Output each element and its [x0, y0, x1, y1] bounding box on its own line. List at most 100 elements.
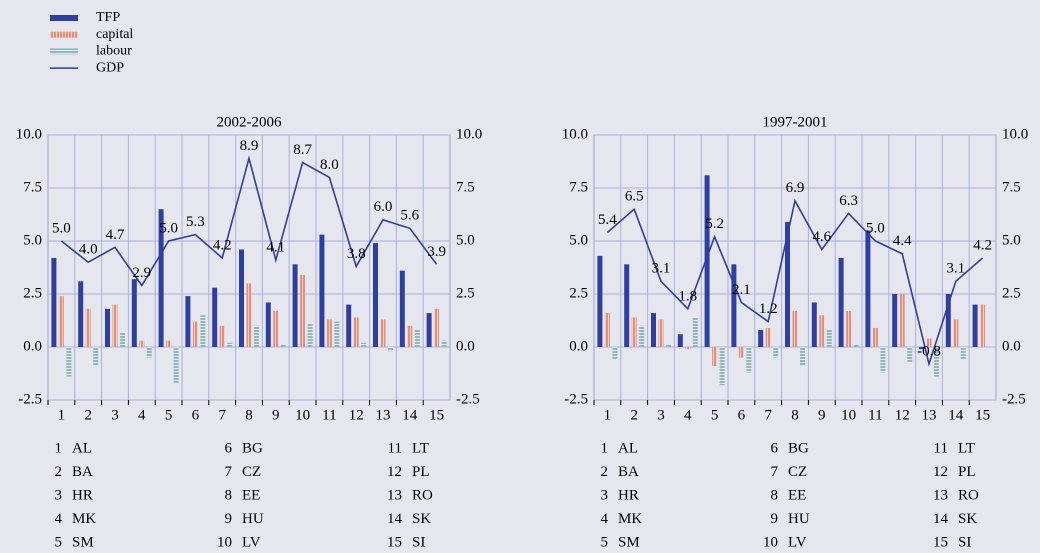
value-label: 8.7 — [293, 142, 312, 158]
x-tick-label: 4 — [684, 407, 692, 423]
bar — [346, 304, 352, 347]
x-tick-label: 14 — [948, 407, 964, 423]
bar — [307, 323, 313, 347]
bar — [192, 321, 198, 347]
bar — [892, 294, 898, 347]
key-number: 4 — [601, 511, 609, 527]
bar — [773, 347, 779, 358]
y2-tick-label: 10.0 — [456, 126, 482, 142]
x-tick-label: 7 — [218, 407, 226, 423]
value-label: 4.0 — [79, 242, 98, 258]
bar — [919, 347, 924, 350]
x-tick-label: 3 — [111, 407, 119, 423]
bar — [719, 347, 725, 386]
value-label: 4.2 — [213, 237, 232, 253]
bar — [239, 249, 244, 347]
key-country: EE — [242, 487, 260, 503]
key-number: 7 — [225, 464, 233, 480]
bar — [131, 279, 137, 347]
bar — [624, 264, 630, 347]
key-country: CZ — [242, 464, 261, 480]
key-number: 13 — [387, 487, 402, 503]
x-tick-label: 10 — [841, 407, 856, 423]
key-number: 12 — [933, 464, 948, 480]
key-number: 2 — [601, 464, 609, 480]
bar — [319, 234, 325, 347]
key-number: 8 — [771, 487, 779, 503]
bar — [173, 347, 179, 384]
bar — [597, 255, 603, 347]
value-label: 4.4 — [893, 233, 912, 249]
bar — [738, 347, 744, 358]
key-country: LV — [242, 534, 261, 550]
y-tick-label: 10.0 — [16, 126, 42, 142]
bar — [746, 347, 752, 373]
value-label: 3.8 — [347, 246, 366, 262]
x-tick-label: 12 — [895, 407, 910, 423]
key-number: 9 — [771, 511, 779, 527]
x-tick-label: 11 — [868, 407, 882, 423]
bar — [166, 340, 172, 347]
bar — [765, 327, 771, 347]
bar — [212, 287, 218, 347]
bar — [934, 347, 939, 377]
value-label: 3.9 — [427, 244, 446, 260]
bar — [51, 257, 57, 347]
key-country: BA — [618, 464, 639, 480]
key-number: 2 — [55, 464, 63, 480]
bar — [907, 347, 913, 362]
x-tick-label: 3 — [657, 407, 665, 423]
value-label: 4.6 — [812, 229, 831, 245]
bar — [953, 319, 959, 347]
value-label: 5.6 — [400, 208, 419, 224]
key-number: 6 — [225, 440, 233, 456]
value-label: -0.8 — [917, 343, 941, 359]
key-country: AL — [72, 440, 92, 456]
value-label: 6.9 — [786, 180, 805, 196]
bar — [185, 296, 191, 347]
bar — [639, 325, 645, 347]
key-country: SM — [72, 534, 94, 550]
legend-swatch — [50, 31, 78, 38]
bar — [407, 325, 413, 347]
key-number: 3 — [55, 487, 63, 503]
key-country: LV — [788, 534, 807, 550]
key-country: RO — [958, 487, 979, 503]
bar — [612, 347, 618, 360]
bar — [658, 319, 664, 347]
y2-tick-label: 0.0 — [456, 338, 475, 354]
bar — [846, 310, 852, 347]
bar — [811, 302, 817, 347]
bar — [853, 344, 859, 347]
x-tick-label: 14 — [402, 407, 418, 423]
key-number: 13 — [933, 487, 948, 503]
bar — [800, 347, 805, 367]
value-label: 1.2 — [759, 301, 778, 317]
x-tick-label: 10 — [295, 407, 310, 423]
bar — [666, 344, 671, 347]
key-number: 10 — [217, 534, 232, 550]
bar — [604, 313, 610, 347]
bar — [85, 308, 91, 347]
key-number: 11 — [934, 440, 948, 456]
value-label: 5.0 — [866, 220, 885, 236]
bar — [120, 332, 125, 347]
value-label: 2.9 — [132, 265, 151, 281]
bar — [758, 330, 764, 347]
y-tick-label: 0.0 — [23, 338, 42, 354]
value-label: 3.1 — [946, 261, 965, 277]
bar — [441, 340, 447, 347]
bar — [93, 347, 99, 367]
x-tick-label: 8 — [791, 407, 799, 423]
y2-tick-label: 2.5 — [456, 285, 475, 301]
y2-tick-label: -2.5 — [1002, 391, 1026, 407]
value-label: 5.4 — [598, 212, 617, 228]
key-country: HU — [788, 511, 810, 527]
y-tick-label: 10.0 — [562, 126, 588, 142]
bar — [651, 313, 656, 347]
bar — [712, 347, 718, 367]
x-tick-label: 5 — [711, 407, 719, 423]
bar — [300, 274, 306, 347]
y-tick-label: 5.0 — [23, 232, 42, 248]
